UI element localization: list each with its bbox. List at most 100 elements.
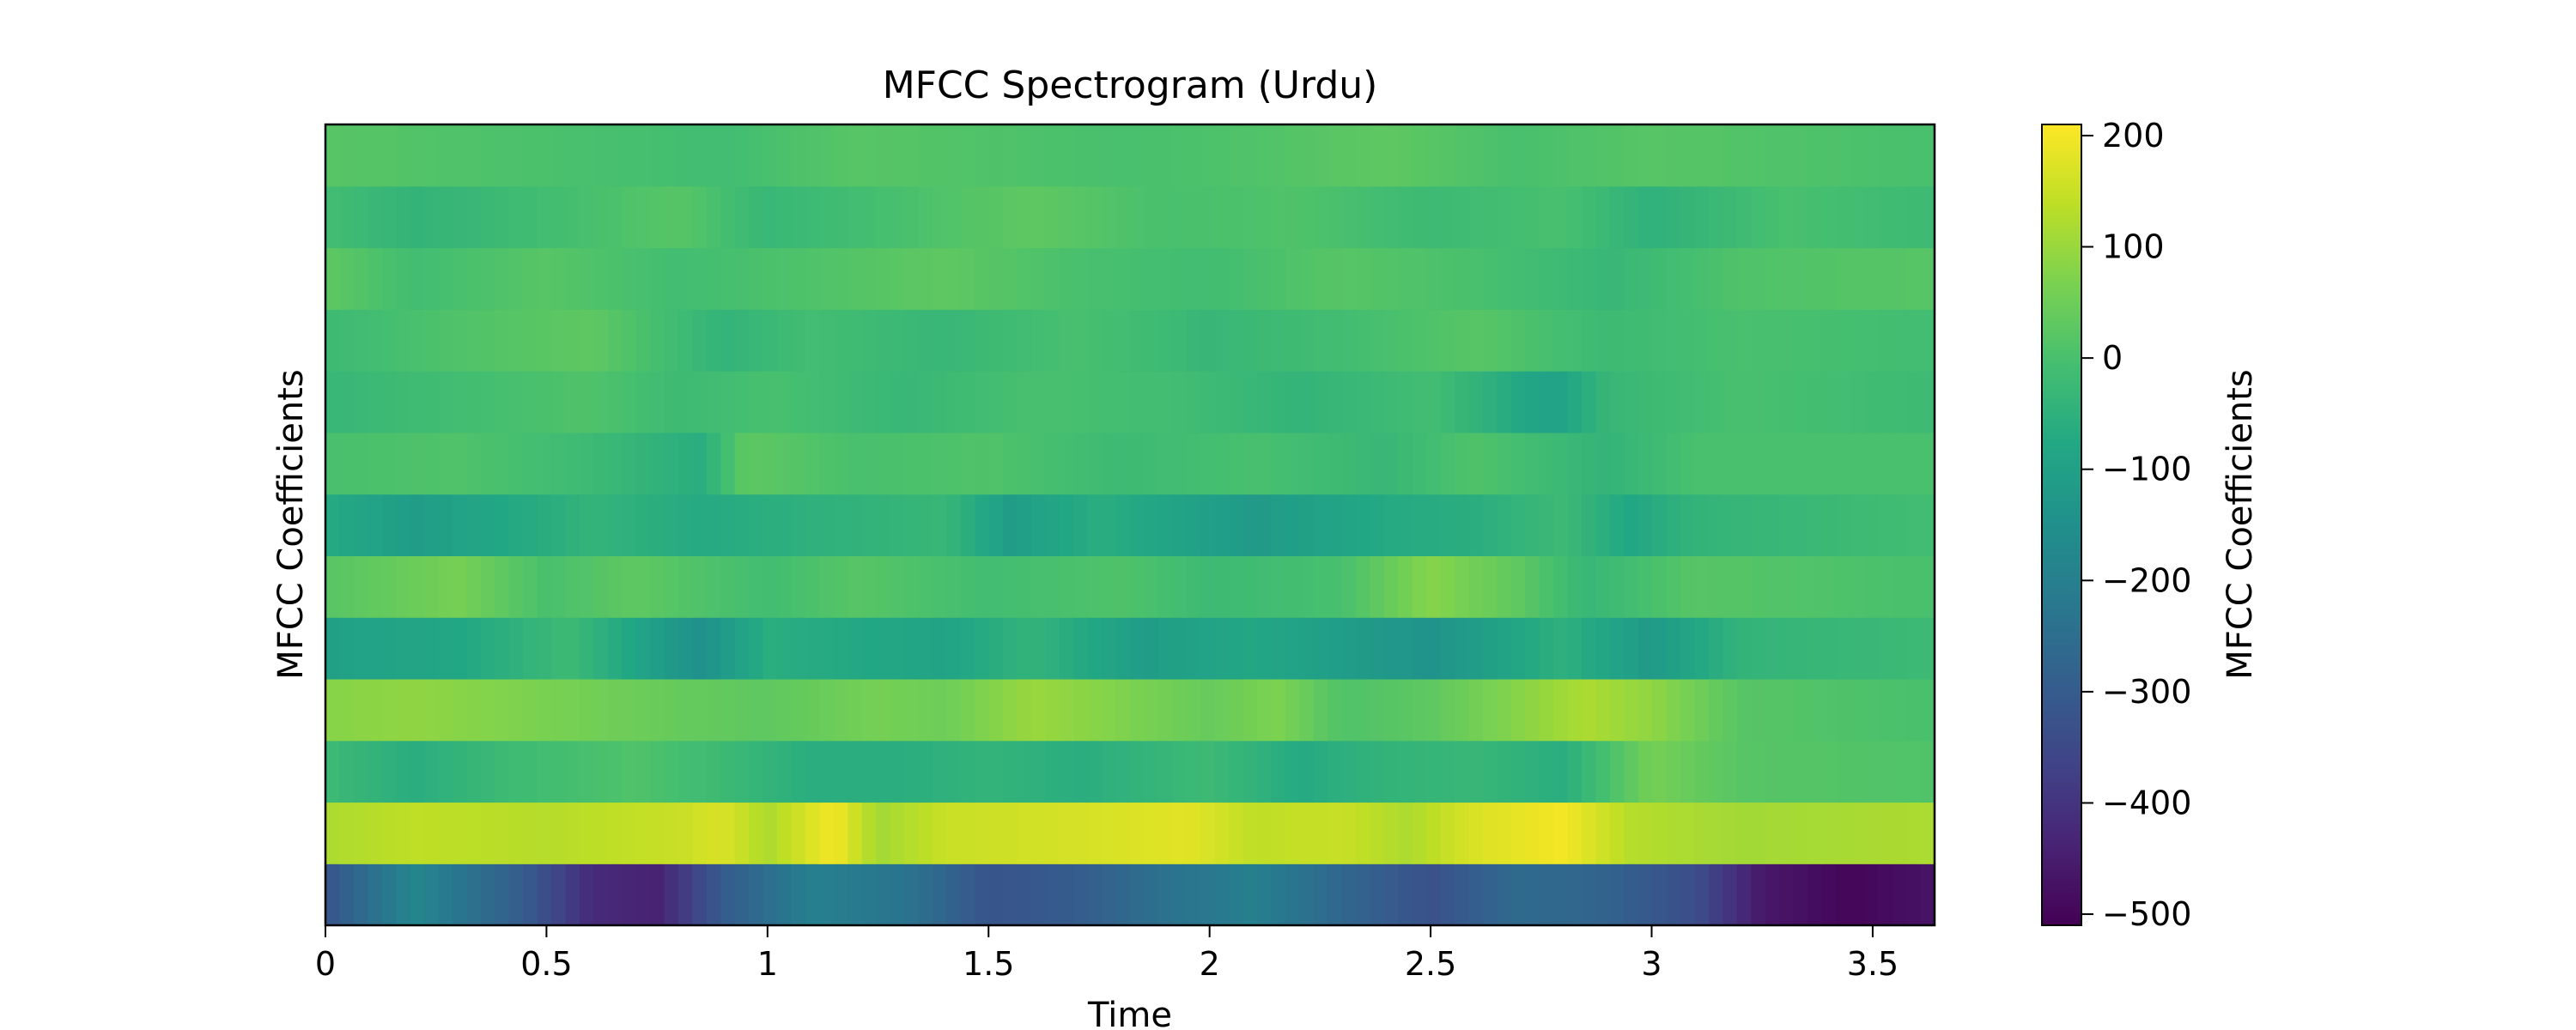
heatmap-cell [1652, 247, 1668, 310]
heatmap-cell [677, 740, 693, 803]
heatmap-cell [833, 247, 848, 310]
heatmap-cell [692, 678, 708, 742]
heatmap-cell [339, 432, 355, 495]
heatmap-cell [1793, 494, 1808, 556]
heatmap-cell [1694, 309, 1710, 372]
heatmap-cell [508, 678, 524, 742]
heatmap-cell [635, 555, 651, 618]
heatmap-cell [918, 494, 933, 556]
heatmap-cell [975, 371, 990, 433]
heatmap-cell [1144, 247, 1159, 310]
heatmap-cell [720, 740, 736, 803]
heatmap-cell [1073, 678, 1089, 742]
heatmap-cell [1751, 494, 1766, 556]
heatmap-cell [1157, 185, 1173, 249]
heatmap-cell [762, 555, 778, 618]
heatmap-cell [1525, 432, 1540, 495]
heatmap-cell [650, 802, 665, 864]
heatmap-cell [975, 185, 990, 249]
heatmap-cell [1906, 617, 1922, 680]
heatmap-cell [1525, 617, 1540, 680]
heatmap-cell [1920, 678, 1935, 742]
heatmap-cell [1398, 247, 1413, 310]
colorbar-tick-label: 200 [2102, 117, 2165, 154]
heatmap-cell [523, 740, 538, 803]
heatmap-cell [720, 371, 736, 433]
heatmap-cell [1383, 371, 1399, 433]
heatmap-cell [381, 863, 397, 926]
heatmap-cell [1356, 185, 1371, 249]
heatmap-cell [579, 494, 594, 556]
heatmap-cell [1299, 802, 1315, 864]
heatmap-cell [1186, 371, 1201, 433]
heatmap-cell [1765, 555, 1780, 618]
heatmap-cell [1582, 247, 1597, 310]
heatmap-cell [622, 863, 637, 926]
heatmap-cell [368, 678, 383, 742]
heatmap-cell [1694, 740, 1710, 803]
heatmap-cell [1115, 617, 1131, 680]
heatmap-cell [1130, 678, 1145, 742]
heatmap-cell [1383, 740, 1399, 803]
heatmap-cell [1878, 802, 1893, 864]
heatmap-cell [1510, 185, 1526, 249]
heatmap-cell [1694, 802, 1710, 864]
heatmap-cell [1455, 863, 1470, 926]
heatmap-cell [692, 371, 708, 433]
heatmap-cell [762, 740, 778, 803]
heatmap-cell [353, 555, 368, 618]
heatmap-cell [1582, 309, 1597, 372]
heatmap-cell [607, 185, 623, 249]
heatmap-cell [551, 432, 567, 495]
heatmap-cell [932, 740, 947, 803]
heatmap-cell [1482, 617, 1498, 680]
heatmap-cell [1073, 802, 1089, 864]
heatmap-cell [918, 247, 933, 310]
heatmap-cell [1553, 432, 1569, 495]
heatmap-cell [424, 555, 440, 618]
heatmap-cell [593, 494, 609, 556]
heatmap-cell [1779, 247, 1795, 310]
heatmap-cell [1582, 617, 1597, 680]
heatmap-cell [523, 247, 538, 310]
heatmap-cell [593, 555, 609, 618]
heatmap-cell [1807, 494, 1823, 556]
heatmap-cell [791, 617, 806, 680]
heatmap-cell [325, 863, 341, 926]
heatmap-cell [1186, 124, 1201, 187]
heatmap-cell [622, 802, 637, 864]
heatmap-cell [791, 185, 806, 249]
heatmap-cell [1637, 617, 1653, 680]
heatmap-cell [1073, 124, 1089, 187]
heatmap-cell [734, 309, 750, 372]
heatmap-cell [1087, 802, 1103, 864]
heatmap-cell [1242, 309, 1258, 372]
heatmap-cell [1567, 617, 1583, 680]
heatmap-cell [452, 371, 467, 433]
heatmap-cell [438, 740, 453, 803]
heatmap-cell [1455, 309, 1470, 372]
heatmap-cell [706, 802, 721, 864]
heatmap-cell [551, 494, 567, 556]
heatmap-cell [1751, 555, 1766, 618]
heatmap-cell [1229, 185, 1244, 249]
heatmap-cell [1609, 617, 1625, 680]
heatmap-cell [452, 247, 467, 310]
heatmap-cell [537, 247, 552, 310]
heatmap-cell [1751, 247, 1766, 310]
heatmap-cell [339, 124, 355, 187]
heatmap-cell [1256, 247, 1272, 310]
heatmap-cell [1256, 371, 1272, 433]
heatmap-cell [1073, 555, 1089, 618]
heatmap-cell [508, 124, 524, 187]
heatmap-cell [1779, 371, 1795, 433]
heatmap-cell [692, 247, 708, 310]
heatmap-cell [325, 124, 341, 187]
heatmap-cell [452, 124, 467, 187]
heatmap-cell [1779, 617, 1795, 680]
heatmap-cell [1412, 371, 1427, 433]
heatmap-cell [1214, 802, 1230, 864]
heatmap-cell [791, 678, 806, 742]
heatmap-cell [664, 678, 679, 742]
heatmap-cell [381, 185, 397, 249]
